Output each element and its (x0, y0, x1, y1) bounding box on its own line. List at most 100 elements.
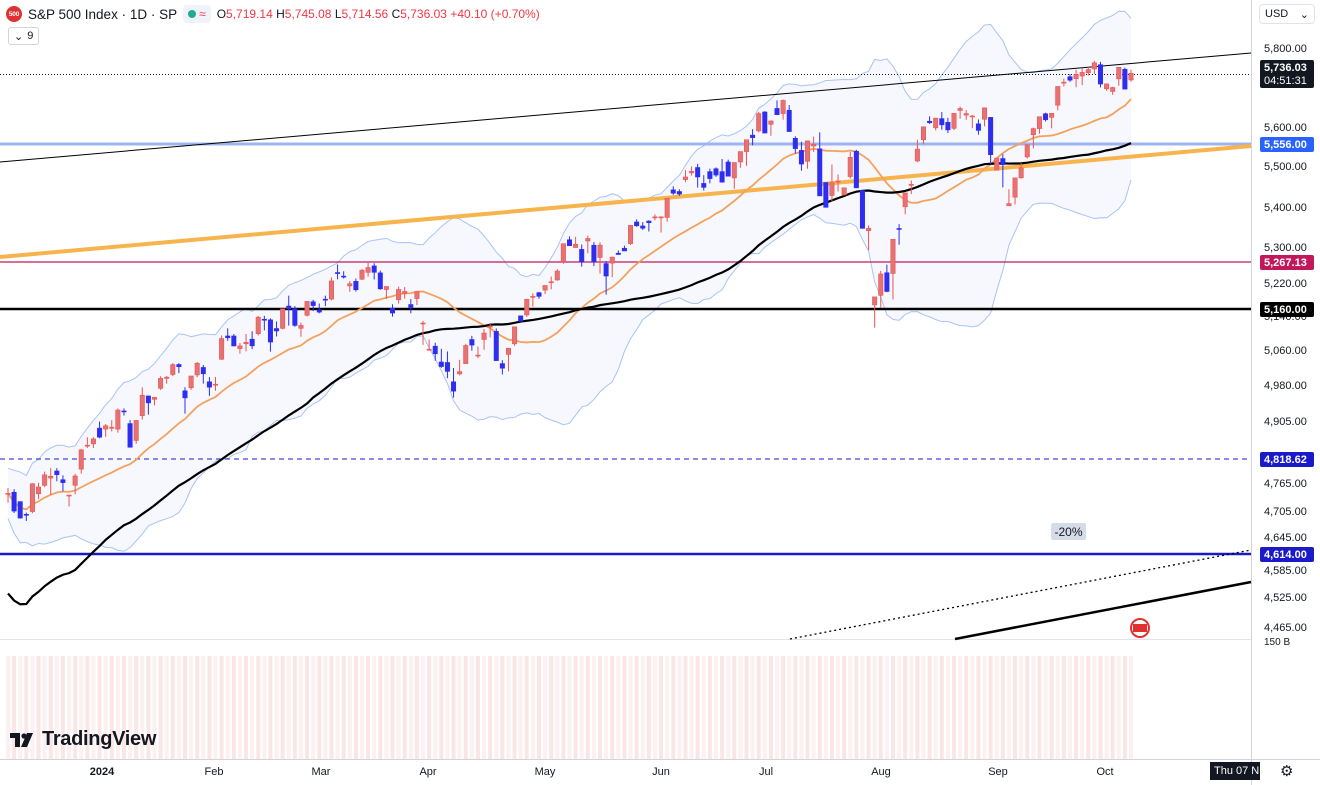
volume-bar (54, 656, 59, 759)
time-tick: Feb (205, 766, 224, 778)
volume-bar (1080, 656, 1085, 759)
candle (493, 328, 499, 361)
candle (151, 396, 157, 406)
candle (1085, 66, 1091, 76)
price-tick: 5,300.00 (1264, 242, 1307, 254)
candle (1000, 154, 1006, 188)
us-flag-icon[interactable] (1130, 618, 1150, 638)
price-tick: 4,705.00 (1264, 506, 1307, 518)
volume-bar (1000, 656, 1005, 759)
volume-bar (341, 656, 346, 759)
candle (97, 421, 103, 439)
candle (316, 303, 322, 314)
price-tick: 5,220.00 (1264, 278, 1307, 290)
candle (121, 408, 127, 416)
candle (518, 315, 524, 322)
volume-bar (268, 656, 273, 759)
price-tick: 5,600.00 (1264, 122, 1307, 134)
currency-value: USD (1265, 8, 1289, 20)
volume-bar (201, 656, 206, 759)
candle (890, 238, 896, 300)
volume-bar (12, 656, 17, 759)
volume-bar (713, 656, 718, 759)
candle (1091, 60, 1097, 75)
volume-bar (1061, 656, 1066, 759)
candle (841, 187, 847, 196)
volume-bar (469, 656, 474, 759)
volume-bar (158, 656, 163, 759)
symbol-title[interactable]: S&P 500 Index · 1D · SP (28, 6, 178, 22)
volume-bar (305, 656, 310, 759)
open-value: 5,719.14 (226, 7, 273, 21)
candle (719, 159, 725, 183)
candle (444, 351, 450, 379)
symbol-badge-icon[interactable]: 500 (6, 6, 22, 22)
candle (66, 494, 72, 507)
candle (829, 164, 835, 202)
volume-bar (176, 656, 181, 759)
candle (798, 141, 804, 171)
volume-bar (689, 656, 694, 759)
currency-select[interactable]: USD ⌄ (1259, 4, 1315, 24)
candle (127, 420, 133, 448)
candle (109, 420, 115, 432)
candle (396, 286, 402, 304)
volume-bar (280, 656, 285, 759)
settings-gear-icon[interactable]: ⚙ (1280, 763, 1294, 780)
volume-bar (878, 656, 883, 759)
upper-trendline (0, 52, 1252, 163)
volume-bar (189, 656, 194, 759)
candle (359, 269, 365, 280)
volume-bar (720, 656, 725, 759)
indicators-toggle-button[interactable]: ⌄ 9 (8, 27, 40, 45)
market-status[interactable]: ≈ (183, 5, 211, 23)
tradingview-logo[interactable]: TradingView (10, 728, 156, 751)
volume-bar (298, 656, 303, 759)
volume-bar (213, 656, 218, 759)
price-label-support: 5,556.00 (1260, 137, 1314, 152)
candle (847, 151, 853, 179)
candle (463, 343, 469, 365)
percent-annotation[interactable]: -20% (1051, 523, 1086, 540)
volume-bar (927, 656, 932, 759)
candle (457, 359, 463, 376)
volume-bar (634, 656, 639, 759)
time-axis[interactable] (0, 760, 1251, 785)
volume-bar (781, 656, 786, 759)
candle (145, 395, 151, 415)
volume-bar (866, 656, 871, 759)
candle (188, 375, 194, 390)
candle (1049, 113, 1055, 129)
volume-bar (775, 656, 780, 759)
candle (835, 174, 841, 192)
candle (676, 189, 682, 196)
volume-bar (561, 656, 566, 759)
volume-bar (463, 656, 468, 759)
candle (982, 107, 988, 127)
candle (975, 119, 981, 135)
candle (682, 170, 688, 183)
volume-bar (1025, 656, 1030, 759)
candle (811, 136, 817, 152)
time-tick: Aug (871, 766, 891, 778)
volume-bar (353, 656, 358, 759)
volume-bar (573, 656, 578, 759)
volume-bar (1122, 656, 1127, 759)
volume-bar (915, 656, 920, 759)
candle (243, 333, 249, 352)
candle (54, 468, 60, 482)
candle (1006, 189, 1012, 207)
candle (487, 322, 493, 338)
tradingview-logo-icon (10, 732, 33, 747)
candle (884, 264, 890, 293)
volume-bar (402, 656, 407, 759)
volume-bar (945, 656, 950, 759)
candle (530, 293, 536, 307)
candle (817, 132, 823, 197)
sma-slow-line (7, 142, 1132, 606)
candle (548, 276, 554, 290)
volume-bar (378, 656, 383, 759)
candle (322, 295, 328, 307)
volume-bar (567, 656, 572, 759)
